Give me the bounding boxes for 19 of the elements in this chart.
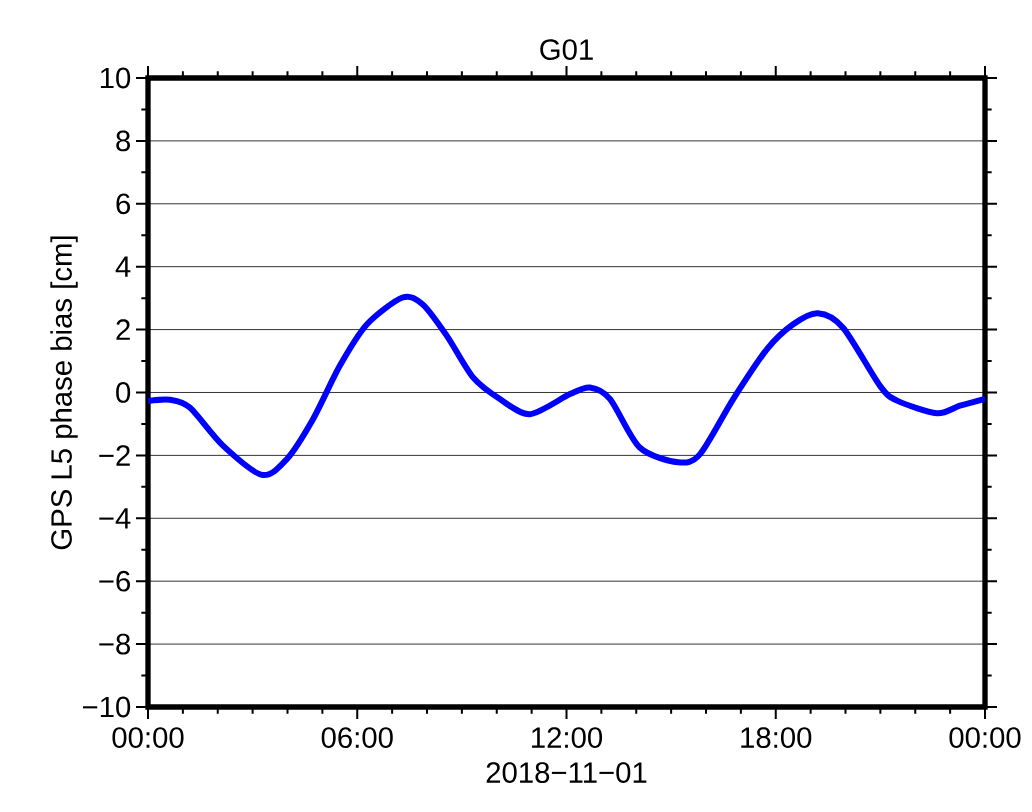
y-tick-label: −4 [99,508,131,529]
y-tick-label: 10 [100,67,131,89]
y-tick-label: −10 [82,696,131,718]
y-tick-label: −2 [99,445,130,466]
y-tick-label: −8 [99,633,131,655]
y-tick-label: −6 [99,570,131,592]
x-tick-label: 12:00 [532,727,603,748]
y-tick-label: 2 [116,319,130,340]
y-tick-label: 6 [116,193,131,215]
x-axis-title: 2018−11−01 [486,762,647,783]
x-tick-label: 18:00 [741,727,812,748]
y-tick-label: 8 [116,130,131,152]
x-tick-label: 00:00 [949,727,1021,748]
chart-title: G01 [540,39,593,60]
y-axis-title: GPS L5 phase bias [cm] [50,236,78,550]
y-tick-label: 0 [116,382,131,403]
x-tick-label: 06:00 [321,727,393,748]
x-tick-label: 00:00 [112,727,184,748]
y-tick-label: 4 [115,256,131,277]
